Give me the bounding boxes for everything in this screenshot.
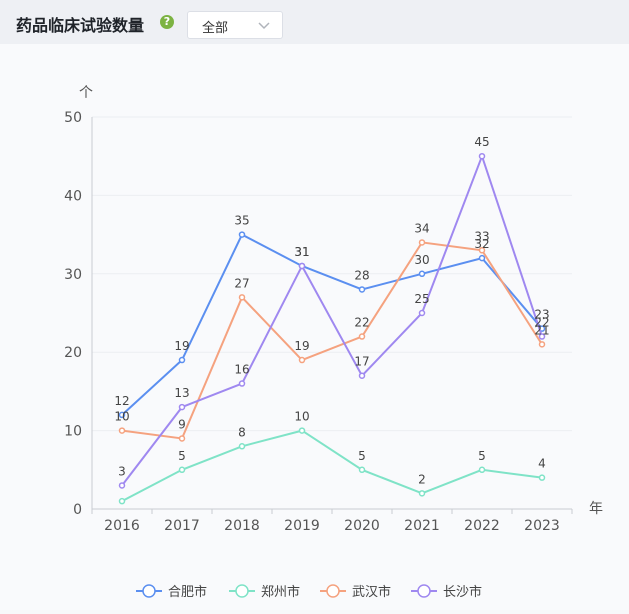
legend-marker xyxy=(417,584,431,598)
data-label: 35 xyxy=(234,214,249,228)
data-label: 22 xyxy=(534,316,549,330)
legend-item[interactable]: 合肥市 xyxy=(168,584,207,600)
chart-title: 药品临床试验数量 xyxy=(16,16,145,35)
question-circle-icon[interactable]: ? xyxy=(160,15,174,29)
data-point xyxy=(538,474,546,481)
data-point xyxy=(538,341,546,348)
data-point xyxy=(478,152,486,160)
data-point xyxy=(178,356,186,364)
data-label: 27 xyxy=(234,276,249,290)
data-label: 16 xyxy=(234,363,249,377)
data-point xyxy=(358,372,366,379)
data-label: 10 xyxy=(294,410,309,424)
legend-marker xyxy=(142,584,156,598)
data-label: 12 xyxy=(114,394,129,408)
y-tick-label: 20 xyxy=(64,345,82,361)
x-tick-label: 2019 xyxy=(284,518,320,534)
data-point xyxy=(178,466,186,474)
data-point xyxy=(118,482,126,489)
data-label: 25 xyxy=(414,292,429,306)
data-point xyxy=(298,356,306,364)
region-select[interactable]: 全部 xyxy=(187,11,283,39)
data-point xyxy=(358,333,366,340)
x-tick-label: 2018 xyxy=(224,518,260,534)
data-label: 5 xyxy=(358,449,366,463)
data-label: 45 xyxy=(474,135,489,149)
data-point xyxy=(418,309,426,317)
legend-item[interactable]: 长沙市 xyxy=(443,584,482,600)
region-select-value: 全部 xyxy=(202,21,229,36)
data-label: 28 xyxy=(354,268,369,282)
data-point xyxy=(538,333,546,340)
y-tick-label: 0 xyxy=(73,502,82,518)
data-label: 31 xyxy=(294,245,309,259)
data-point xyxy=(358,286,366,293)
data-label: 9 xyxy=(178,417,186,431)
data-point xyxy=(478,466,486,474)
series-line xyxy=(121,153,543,487)
data-label: 2 xyxy=(418,472,426,486)
data-point xyxy=(478,254,486,262)
data-point xyxy=(118,497,126,505)
data-label: 5 xyxy=(478,449,486,463)
data-label: 13 xyxy=(174,386,189,400)
data-label: 32 xyxy=(474,237,489,251)
data-point xyxy=(118,427,126,434)
data-label: 33 xyxy=(474,229,489,243)
data-point xyxy=(178,403,186,411)
data-label: 21 xyxy=(534,323,549,337)
data-label: 8 xyxy=(238,425,246,439)
data-point xyxy=(478,247,486,254)
y-tick-label: 30 xyxy=(64,267,82,283)
data-point xyxy=(118,411,126,419)
data-label: 30 xyxy=(414,253,429,267)
series-line xyxy=(121,241,543,440)
x-tick-label: 2017 xyxy=(164,518,200,534)
x-tick-label: 2023 xyxy=(524,518,560,534)
data-label: 5 xyxy=(178,449,186,463)
y-tick-label: 40 xyxy=(64,188,82,204)
data-point xyxy=(298,262,306,270)
series-line xyxy=(121,233,543,416)
data-point xyxy=(178,435,186,442)
x-tick-label: 2020 xyxy=(344,518,380,534)
data-point xyxy=(358,466,366,474)
legend-item[interactable]: 郑州市 xyxy=(261,584,300,600)
data-label: 3 xyxy=(118,464,126,478)
y-tick-label: 10 xyxy=(64,424,82,440)
data-label: 19 xyxy=(294,339,309,353)
data-point xyxy=(418,490,426,497)
data-point xyxy=(298,427,306,434)
x-tick-label: 2022 xyxy=(464,518,500,534)
y-axis-unit: 个 xyxy=(79,85,93,101)
chart-area: 0 10 20 30 40 50 2016 2017 2018 2019 2020 2021 2022 2… xyxy=(0,44,629,610)
series-line xyxy=(121,429,543,503)
legend-marker xyxy=(326,584,340,598)
data-label: 10 xyxy=(114,410,129,424)
data-label: 19 xyxy=(174,339,189,353)
line-chart: 0 10 20 30 40 50 2016 2017 2018 2019 2020 2021 2022 2… xyxy=(64,85,603,600)
data-label: 23 xyxy=(534,308,549,322)
data-label: 17 xyxy=(354,355,369,369)
data-point xyxy=(418,239,426,246)
y-tick-label: 50 xyxy=(64,110,82,126)
chevron-down-icon xyxy=(258,22,270,30)
legend-marker xyxy=(235,584,249,598)
legend-item[interactable]: 武汉市 xyxy=(352,584,391,600)
chart-header: 药品临床试验数量 ? 全部 xyxy=(0,0,629,44)
data-label: 34 xyxy=(414,221,429,235)
x-tick-label: 2021 xyxy=(404,518,440,534)
data-point xyxy=(238,380,246,387)
data-label: 4 xyxy=(538,457,546,471)
data-label: 22 xyxy=(354,316,369,330)
data-point xyxy=(418,270,426,278)
x-axis-unit: 年 xyxy=(589,501,603,517)
x-tick-label: 2016 xyxy=(104,518,140,534)
data-point xyxy=(238,443,246,450)
data-point xyxy=(238,294,246,301)
data-point xyxy=(238,231,246,238)
data-label: 31 xyxy=(294,245,309,259)
